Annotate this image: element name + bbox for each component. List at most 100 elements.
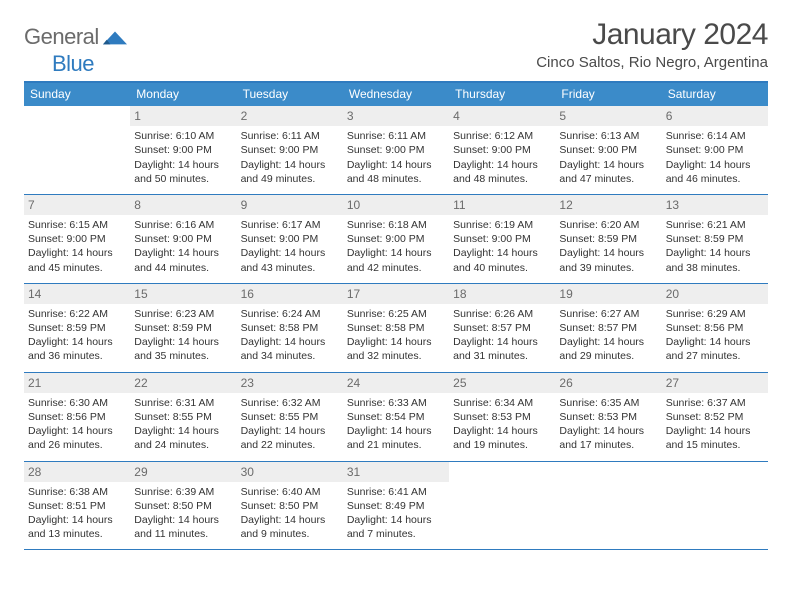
day-number: 17 xyxy=(343,284,449,304)
sunset-text: Sunset: 9:00 PM xyxy=(28,232,126,246)
calendar-cell: 12Sunrise: 6:20 AMSunset: 8:59 PMDayligh… xyxy=(555,195,661,283)
sunrise-text: Sunrise: 6:35 AM xyxy=(559,396,657,410)
calendar-cell: 20Sunrise: 6:29 AMSunset: 8:56 PMDayligh… xyxy=(662,284,768,372)
location-label: Cinco Saltos, Rio Negro, Argentina xyxy=(536,54,768,71)
sunrise-text: Sunrise: 6:16 AM xyxy=(134,218,232,232)
day-number: 2 xyxy=(237,106,343,126)
brand-logo: General xyxy=(24,18,129,50)
sunset-text: Sunset: 8:50 PM xyxy=(241,499,339,513)
daylight1-text: Daylight: 14 hours xyxy=(241,246,339,260)
dow-sunday: Sunday xyxy=(24,83,130,106)
daylight2-text: and 32 minutes. xyxy=(347,349,445,363)
daylight1-text: Daylight: 14 hours xyxy=(347,513,445,527)
sunset-text: Sunset: 8:51 PM xyxy=(28,499,126,513)
dow-thursday: Thursday xyxy=(449,83,555,106)
daylight1-text: Daylight: 14 hours xyxy=(241,335,339,349)
sunset-text: Sunset: 8:59 PM xyxy=(559,232,657,246)
daylight2-text: and 21 minutes. xyxy=(347,438,445,452)
calendar-cell: 8Sunrise: 6:16 AMSunset: 9:00 PMDaylight… xyxy=(130,195,236,283)
daylight2-text: and 34 minutes. xyxy=(241,349,339,363)
daylight1-text: Daylight: 14 hours xyxy=(241,424,339,438)
calendar-cell: 5Sunrise: 6:13 AMSunset: 9:00 PMDaylight… xyxy=(555,106,661,194)
calendar-cell: 21Sunrise: 6:30 AMSunset: 8:56 PMDayligh… xyxy=(24,373,130,461)
sunrise-text: Sunrise: 6:20 AM xyxy=(559,218,657,232)
calendar-cell: 2Sunrise: 6:11 AMSunset: 9:00 PMDaylight… xyxy=(237,106,343,194)
calendar-cell: 7Sunrise: 6:15 AMSunset: 9:00 PMDaylight… xyxy=(24,195,130,283)
dow-saturday: Saturday xyxy=(662,83,768,106)
sunset-text: Sunset: 8:50 PM xyxy=(134,499,232,513)
daylight2-text: and 17 minutes. xyxy=(559,438,657,452)
day-number: 13 xyxy=(662,195,768,215)
daylight2-text: and 22 minutes. xyxy=(241,438,339,452)
sunset-text: Sunset: 9:00 PM xyxy=(666,143,764,157)
daylight2-text: and 7 minutes. xyxy=(347,527,445,541)
sunset-text: Sunset: 9:00 PM xyxy=(134,232,232,246)
sunrise-text: Sunrise: 6:41 AM xyxy=(347,485,445,499)
day-number: 27 xyxy=(662,373,768,393)
calendar-cell xyxy=(24,106,130,194)
sunrise-text: Sunrise: 6:25 AM xyxy=(347,307,445,321)
sunset-text: Sunset: 8:49 PM xyxy=(347,499,445,513)
sunrise-text: Sunrise: 6:19 AM xyxy=(453,218,551,232)
day-number: 15 xyxy=(130,284,236,304)
calendar-cell: 26Sunrise: 6:35 AMSunset: 8:53 PMDayligh… xyxy=(555,373,661,461)
daylight2-text: and 42 minutes. xyxy=(347,261,445,275)
sunset-text: Sunset: 9:00 PM xyxy=(559,143,657,157)
calendar-cell: 17Sunrise: 6:25 AMSunset: 8:58 PMDayligh… xyxy=(343,284,449,372)
daylight2-text: and 27 minutes. xyxy=(666,349,764,363)
daylight1-text: Daylight: 14 hours xyxy=(453,158,551,172)
daylight1-text: Daylight: 14 hours xyxy=(453,335,551,349)
calendar-grid: Sunday Monday Tuesday Wednesday Thursday… xyxy=(24,81,768,550)
sunset-text: Sunset: 9:00 PM xyxy=(134,143,232,157)
day-number: 5 xyxy=(555,106,661,126)
day-number: 29 xyxy=(130,462,236,482)
calendar-page: General January 2024 Cinco Saltos, Rio N… xyxy=(0,0,792,568)
day-number: 7 xyxy=(24,195,130,215)
daylight2-text: and 31 minutes. xyxy=(453,349,551,363)
daylight2-text: and 49 minutes. xyxy=(241,172,339,186)
sunset-text: Sunset: 8:54 PM xyxy=(347,410,445,424)
calendar-cell: 4Sunrise: 6:12 AMSunset: 9:00 PMDaylight… xyxy=(449,106,555,194)
calendar-cell: 28Sunrise: 6:38 AMSunset: 8:51 PMDayligh… xyxy=(24,462,130,550)
day-number: 18 xyxy=(449,284,555,304)
sunrise-text: Sunrise: 6:23 AM xyxy=(134,307,232,321)
daylight1-text: Daylight: 14 hours xyxy=(28,513,126,527)
daylight1-text: Daylight: 14 hours xyxy=(666,424,764,438)
sunset-text: Sunset: 8:55 PM xyxy=(134,410,232,424)
daylight2-text: and 44 minutes. xyxy=(134,261,232,275)
sunset-text: Sunset: 8:56 PM xyxy=(28,410,126,424)
day-number: 14 xyxy=(24,284,130,304)
daylight2-text: and 48 minutes. xyxy=(347,172,445,186)
dow-tuesday: Tuesday xyxy=(237,83,343,106)
sunrise-text: Sunrise: 6:12 AM xyxy=(453,129,551,143)
brand-part1: General xyxy=(24,24,99,50)
day-number: 11 xyxy=(449,195,555,215)
sunset-text: Sunset: 8:59 PM xyxy=(666,232,764,246)
sunset-text: Sunset: 8:53 PM xyxy=(453,410,551,424)
sunset-text: Sunset: 9:00 PM xyxy=(453,232,551,246)
sunrise-text: Sunrise: 6:31 AM xyxy=(134,396,232,410)
sunrise-text: Sunrise: 6:26 AM xyxy=(453,307,551,321)
day-number: 23 xyxy=(237,373,343,393)
calendar-cell: 31Sunrise: 6:41 AMSunset: 8:49 PMDayligh… xyxy=(343,462,449,550)
day-number: 22 xyxy=(130,373,236,393)
day-number: 20 xyxy=(662,284,768,304)
daylight2-text: and 11 minutes. xyxy=(134,527,232,541)
sunrise-text: Sunrise: 6:14 AM xyxy=(666,129,764,143)
sunset-text: Sunset: 8:56 PM xyxy=(666,321,764,335)
calendar-cell: 3Sunrise: 6:11 AMSunset: 9:00 PMDaylight… xyxy=(343,106,449,194)
sunrise-text: Sunrise: 6:34 AM xyxy=(453,396,551,410)
daylight1-text: Daylight: 14 hours xyxy=(134,513,232,527)
daylight1-text: Daylight: 14 hours xyxy=(241,513,339,527)
sunset-text: Sunset: 8:52 PM xyxy=(666,410,764,424)
calendar-cell: 18Sunrise: 6:26 AMSunset: 8:57 PMDayligh… xyxy=(449,284,555,372)
day-number: 3 xyxy=(343,106,449,126)
calendar-cell: 19Sunrise: 6:27 AMSunset: 8:57 PMDayligh… xyxy=(555,284,661,372)
daylight2-text: and 36 minutes. xyxy=(28,349,126,363)
daylight2-text: and 46 minutes. xyxy=(666,172,764,186)
calendar-cell: 15Sunrise: 6:23 AMSunset: 8:59 PMDayligh… xyxy=(130,284,236,372)
sunrise-text: Sunrise: 6:30 AM xyxy=(28,396,126,410)
sunrise-text: Sunrise: 6:22 AM xyxy=(28,307,126,321)
day-number: 21 xyxy=(24,373,130,393)
calendar-cell: 24Sunrise: 6:33 AMSunset: 8:54 PMDayligh… xyxy=(343,373,449,461)
